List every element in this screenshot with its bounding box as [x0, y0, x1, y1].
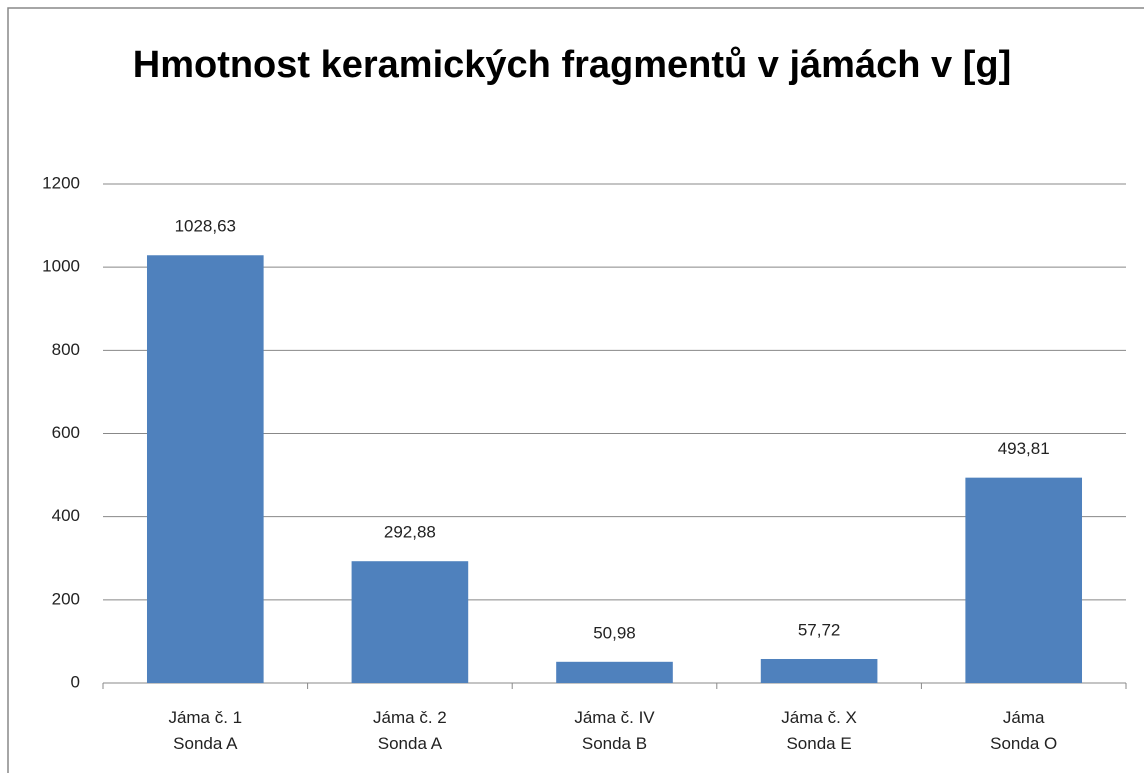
bar — [760, 658, 878, 683]
chart-border — [7, 7, 1144, 773]
y-tick-label: 600 — [52, 423, 80, 442]
y-tick-label: 1000 — [42, 257, 80, 276]
data-label: 292,88 — [384, 523, 436, 542]
bar — [965, 477, 1083, 683]
x-tick-label: Jáma č. IV Sonda B — [574, 708, 655, 753]
bar — [556, 661, 673, 683]
bar — [146, 255, 264, 683]
data-label: 1028,63 — [175, 217, 236, 236]
y-tick-label: 800 — [52, 340, 80, 359]
y-tick-label: 0 — [71, 672, 80, 691]
x-tick-label: Jáma č. 2 Sonda A — [373, 708, 447, 753]
chart-title: Hmotnost keramických fragmentů v jámách … — [132, 44, 1012, 86]
y-tick-label: 200 — [52, 589, 80, 608]
data-label: 57,72 — [798, 620, 841, 639]
y-tick-label: 400 — [52, 506, 80, 525]
x-tick-label: Jáma č. 1 Sonda A — [168, 708, 243, 753]
data-label: 493,81 — [998, 439, 1050, 458]
data-label: 50,98 — [593, 623, 636, 642]
y-tick-label: 1200 — [42, 173, 80, 192]
x-tick-label: Jáma č. X Sonda E — [781, 708, 857, 753]
bar — [351, 561, 469, 683]
x-tick-label: Jáma Sonda O — [990, 708, 1058, 753]
